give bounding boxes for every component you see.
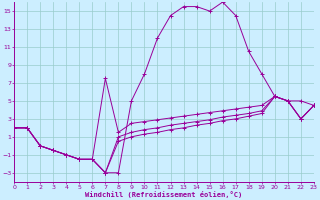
X-axis label: Windchill (Refroidissement éolien,°C): Windchill (Refroidissement éolien,°C) [85,191,243,198]
